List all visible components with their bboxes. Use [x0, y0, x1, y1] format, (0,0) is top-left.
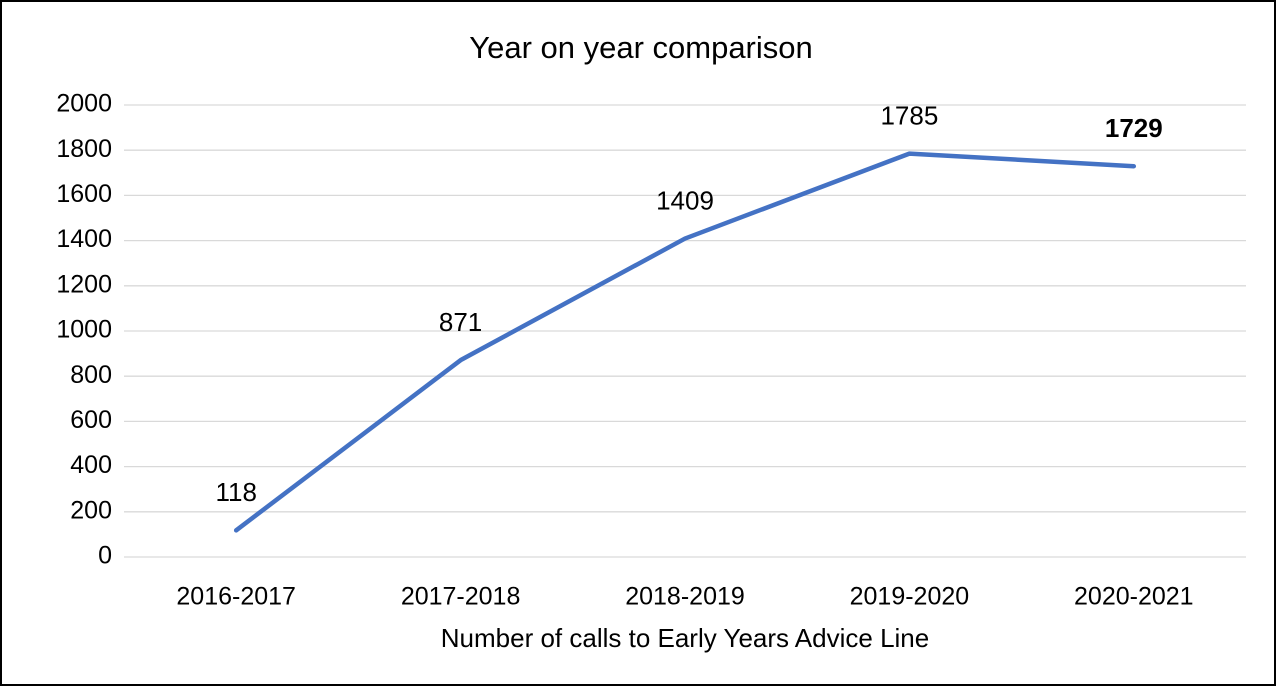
chart-title: Year on year comparison	[469, 30, 813, 65]
x-tick-label: 2020-2021	[1074, 583, 1194, 611]
y-tick-label: 2000	[56, 90, 112, 118]
y-tick-label: 1400	[56, 225, 112, 253]
y-tick-label: 0	[98, 542, 112, 570]
x-tick-label: 2016-2017	[176, 583, 296, 611]
y-tick-label: 800	[70, 361, 112, 389]
y-tick-label: 400	[70, 451, 112, 479]
y-tick-label: 1600	[56, 180, 112, 208]
y-tick-label: 1000	[56, 316, 112, 344]
y-tick-label: 200	[70, 496, 112, 524]
y-tick-label: 600	[70, 406, 112, 434]
x-axis-label: Number of calls to Early Years Advice Li…	[441, 623, 929, 653]
y-tick-label: 1800	[56, 135, 112, 163]
data-label: 118	[215, 477, 256, 507]
data-label: 871	[439, 307, 482, 337]
data-label: 1409	[656, 185, 714, 215]
x-tick-label: 2019-2020	[850, 583, 970, 611]
data-label: 1785	[880, 100, 938, 130]
y-tick-label: 1200	[56, 270, 112, 298]
x-tick-label: 2018-2019	[625, 583, 745, 611]
data-label: 1729	[1105, 113, 1163, 143]
x-tick-label: 2017-2018	[401, 583, 521, 611]
series-line	[233, 151, 1137, 533]
